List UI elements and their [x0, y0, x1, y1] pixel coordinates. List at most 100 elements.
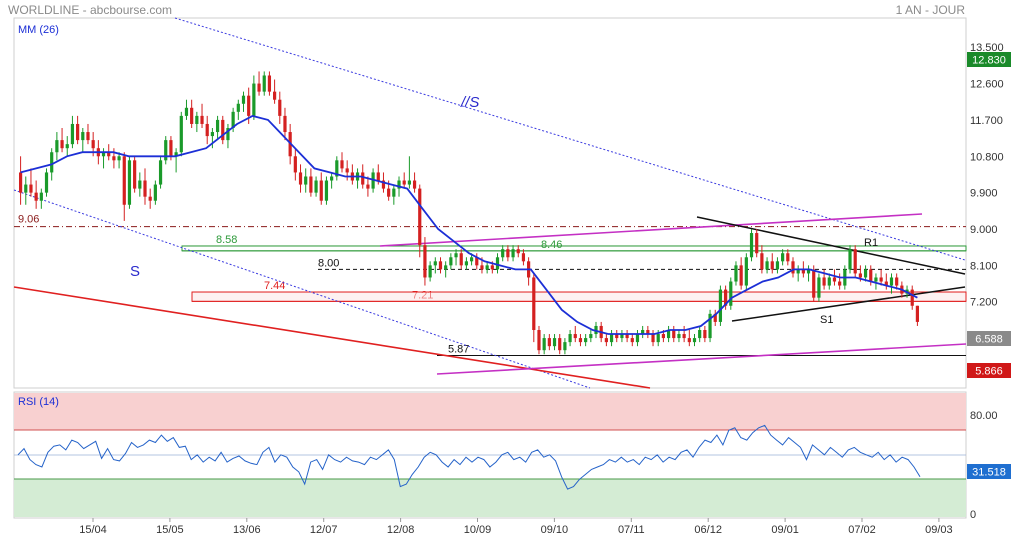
- date-tick-label: 12/08: [387, 524, 415, 536]
- candle-body: [29, 184, 33, 193]
- candle-body: [444, 265, 448, 270]
- level-label: 8.46: [541, 239, 562, 251]
- candle-body: [739, 265, 743, 286]
- annotation-slash-s: //S: [460, 94, 479, 111]
- candle-body: [454, 253, 458, 258]
- candle-body: [309, 176, 313, 193]
- candle-body: [687, 338, 691, 343]
- candle-body: [651, 334, 655, 343]
- candle-body: [832, 277, 837, 282]
- candle-body: [552, 338, 557, 347]
- candle-body: [475, 257, 479, 266]
- candle-body: [775, 261, 780, 270]
- candle-body: [304, 176, 308, 185]
- date-tick-label: 09/01: [771, 524, 799, 536]
- candle-body: [558, 338, 562, 351]
- candle-body: [190, 107, 194, 124]
- price-axis: 13.500 12.600 11.700 10.800 9.900 9.000 8.100 7…: [970, 42, 1004, 345]
- candle-body: [361, 172, 365, 185]
- candle-body: [298, 172, 303, 185]
- chart-period: 1 AN - JOUR: [896, 3, 966, 17]
- candle-body: [874, 277, 878, 282]
- candle-body: [677, 334, 681, 339]
- candle-body: [724, 289, 728, 306]
- candle-body: [672, 330, 676, 339]
- magenta-channel-lower: [436, 343, 967, 375]
- candle-body: [895, 277, 899, 286]
- candle-body: [164, 140, 168, 161]
- date-tick-label: 15/05: [156, 524, 184, 536]
- price-tick-label: 10.800: [970, 151, 1004, 163]
- candle-body: [511, 249, 515, 258]
- candle-body: [76, 123, 80, 141]
- candle-body: [44, 172, 49, 193]
- candle-body: [838, 281, 842, 286]
- candle-body: [853, 249, 857, 274]
- candle-body: [480, 265, 484, 270]
- candle-body: [537, 330, 541, 351]
- triangle-upper: [696, 216, 966, 275]
- chart-title: WORLDLINE - abcbourse.com: [8, 3, 172, 17]
- low-price-badge: [967, 363, 1011, 378]
- candle-body: [521, 253, 526, 262]
- candle-body: [765, 261, 769, 270]
- candle-body: [91, 140, 95, 149]
- candle-body: [708, 313, 712, 339]
- level-label: 7.44: [264, 280, 285, 292]
- candle-body: [195, 115, 199, 124]
- candle-body: [423, 245, 427, 278]
- candle-body: [60, 140, 64, 149]
- candle-body: [107, 152, 111, 157]
- candle-body: [335, 160, 339, 177]
- candle-body: [718, 289, 723, 322]
- price-panel: [13, 17, 967, 389]
- candle-body: [345, 168, 349, 173]
- candle-body: [314, 180, 318, 193]
- candle-body: [806, 269, 811, 274]
- candle-body: [858, 273, 862, 278]
- candle-body: [381, 180, 386, 189]
- candle-body: [889, 277, 894, 286]
- rsi-oversold-zone: [14, 479, 966, 517]
- candle-body: [729, 281, 733, 306]
- candle-body: [703, 330, 707, 339]
- candle-body: [604, 338, 608, 343]
- candle-body: [749, 233, 754, 258]
- candle-body: [786, 253, 790, 262]
- candle-body: [143, 180, 147, 197]
- candle-body: [278, 99, 282, 116]
- candle-body: [879, 277, 883, 282]
- candle-body: [428, 265, 432, 278]
- candle-body: [822, 277, 826, 286]
- candle-body: [781, 253, 785, 262]
- candle-body: [267, 75, 272, 92]
- candle-body: [744, 257, 748, 286]
- candle-body: [433, 261, 437, 266]
- candle-body: [915, 305, 920, 322]
- candle-body: [770, 261, 774, 270]
- candle-body: [215, 119, 220, 133]
- last-price-badge: [967, 52, 1011, 67]
- candle-body: [812, 269, 816, 298]
- indicator-label: MM (26): [18, 24, 59, 36]
- candle-body: [817, 277, 821, 298]
- candle-body: [501, 249, 505, 258]
- candle-body: [485, 265, 489, 270]
- candle-body: [148, 196, 152, 201]
- candle-body: [573, 334, 577, 339]
- candle-body: [568, 334, 572, 343]
- candle-body: [319, 180, 323, 201]
- candle-body: [34, 192, 38, 201]
- candle-body: [112, 156, 116, 161]
- candle-body: [827, 277, 831, 286]
- support-band: [191, 291, 967, 302]
- rsi-tick-0: 0: [970, 509, 976, 521]
- rsi-current-value: 31.518: [972, 467, 1006, 479]
- candle-body: [801, 269, 805, 274]
- date-tick-label: 12/07: [310, 524, 338, 536]
- price-tick-label: 13.500: [970, 42, 1004, 54]
- candle-body: [635, 334, 640, 343]
- price-tick-label: 7.200: [970, 297, 998, 309]
- candle-body: [516, 249, 520, 254]
